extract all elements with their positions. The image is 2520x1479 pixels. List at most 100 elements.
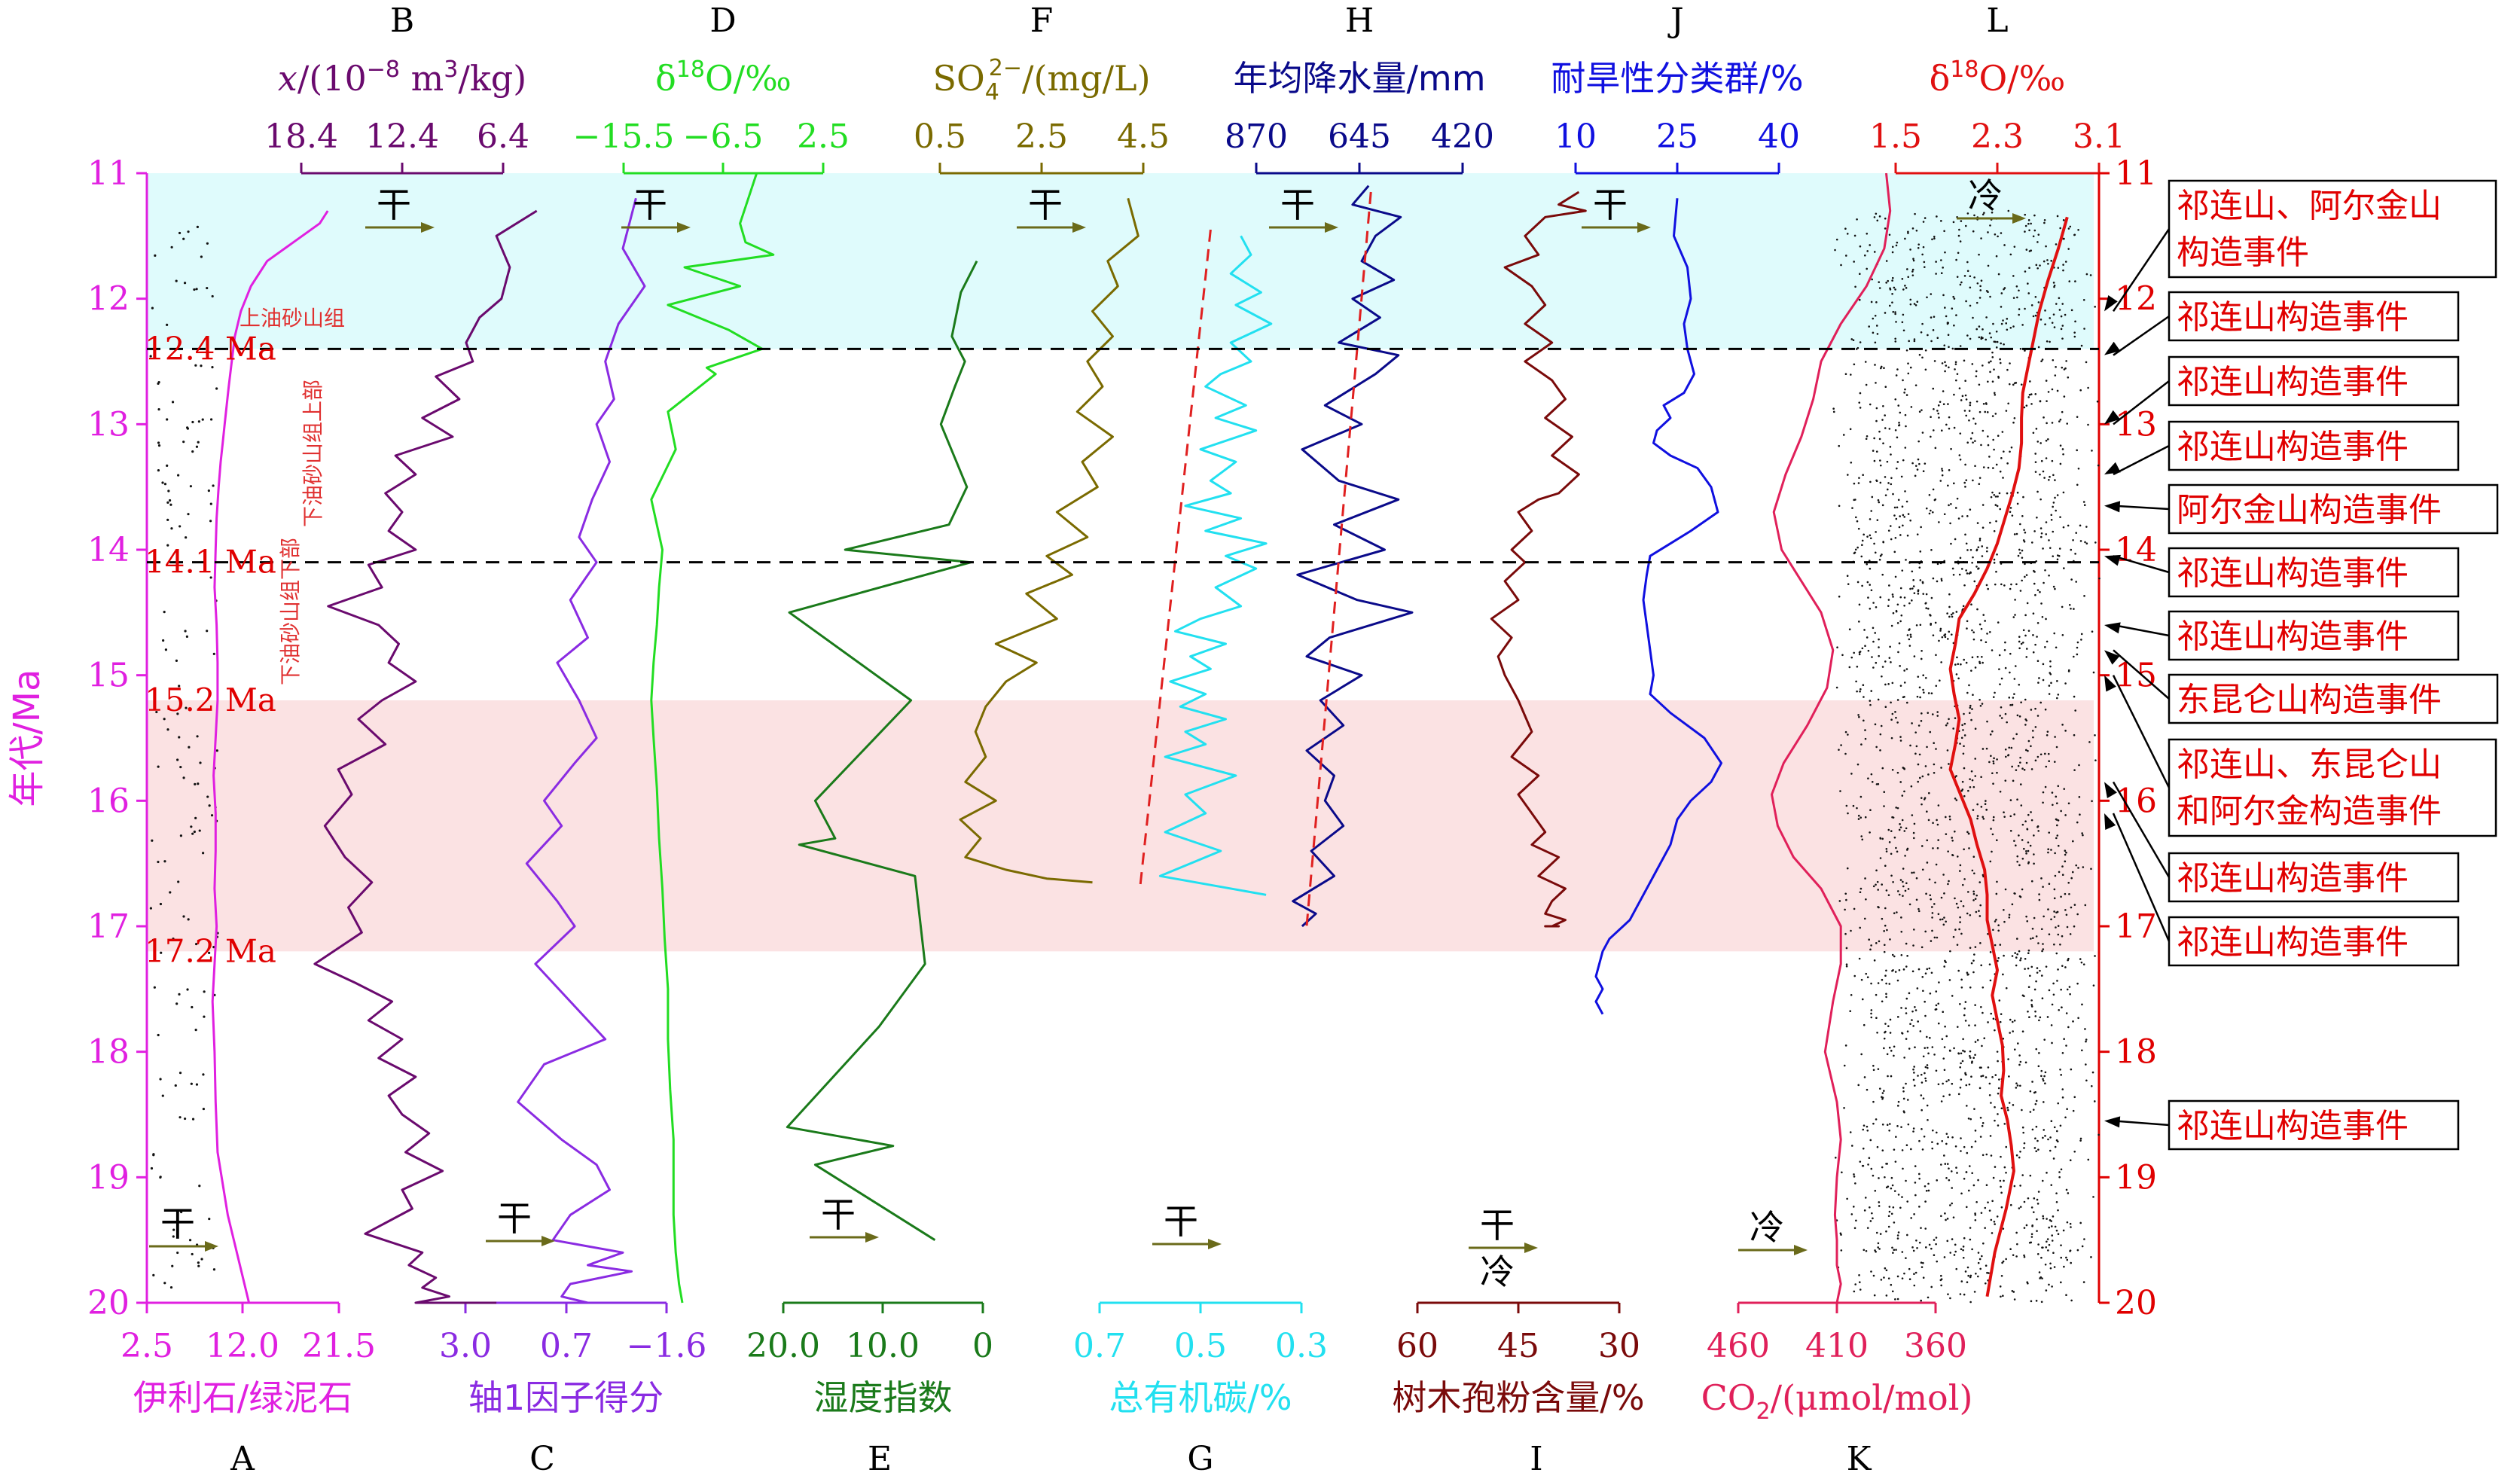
event-label: 祁连山、东昆仑山 (2177, 746, 2442, 784)
scatter-point-l (2057, 844, 2060, 847)
scatter-point-l (1899, 685, 1902, 687)
scatter-point-l (2019, 756, 2021, 759)
scatter-point-l (1933, 903, 1936, 905)
scatter-point-l (2050, 1220, 2052, 1222)
scatter-point-l (2008, 916, 2011, 919)
scatter-point-l (1896, 461, 1899, 463)
scatter-point-l (2070, 1068, 2073, 1071)
scatter-point-l (1878, 559, 1881, 561)
scatter-point-l (1947, 850, 1949, 852)
scatter-point-l (2087, 1158, 2090, 1161)
scatter-point-l (2052, 993, 2055, 996)
scatter-point-l (2024, 724, 2027, 726)
scatter-point-l (1937, 839, 1939, 841)
scatter-point-l (1960, 1280, 1963, 1282)
scatter-point-l (1932, 577, 1935, 580)
scatter-point-l (1962, 729, 1964, 731)
scatter-point-l (1992, 760, 1995, 763)
scatter-point-l (1932, 429, 1935, 432)
scatter-point-l (2035, 1150, 2038, 1153)
scatter-point-l (1874, 364, 1876, 366)
scatter-point-l (1936, 823, 1939, 826)
scatter-point-l (1982, 1075, 1985, 1077)
cold-marker-top: 冷 (1957, 175, 2026, 224)
scatter-point-l (2072, 1020, 2074, 1023)
scatter-point-l (1978, 1258, 1982, 1261)
scatter-point-l (2044, 1082, 2046, 1085)
scatter-point-l (2009, 671, 2011, 674)
scatter-point-l (2063, 395, 2066, 398)
scatter-point-l (2027, 282, 2029, 285)
scatter-point-l (2085, 542, 2088, 545)
scatter-point-l (2064, 892, 2067, 895)
scatter-point-l (2057, 819, 2060, 822)
scatter-point-l (2045, 457, 2048, 459)
series-line-I (1490, 191, 1587, 928)
scatter-point-l (2021, 1174, 2024, 1176)
scatter-point-l (2050, 519, 2053, 521)
event-arrow-head (2104, 462, 2121, 474)
event-arrow-shaft (2113, 444, 2170, 476)
scatter-point-l (1946, 612, 1948, 614)
scatter-point-l (1924, 217, 1927, 219)
scatter-point-l (1961, 724, 1963, 727)
scatter-point-l (2042, 679, 2045, 682)
scatter-point-l (1893, 1190, 1896, 1192)
scatter-point-l (2002, 477, 2004, 479)
scatter-point-l (2070, 906, 2073, 909)
scatter-point-l (2042, 791, 2045, 794)
scatter-point-l (1982, 526, 1985, 529)
scatter-point-l (2049, 672, 2052, 674)
panel-letter-J: J (1667, 2, 1684, 40)
scatter-point-l (1952, 573, 1955, 576)
scatter-point-l (1921, 803, 1923, 806)
scatter-point-l (2070, 1299, 2073, 1302)
axis-title-D: δ18O/‰ (655, 56, 792, 99)
scatter-point-l (2042, 886, 2044, 888)
scatter-point-l (1921, 581, 1924, 584)
scatter-point-l (1920, 797, 1923, 799)
scatter-point-l (1891, 279, 1893, 282)
scatter-point-l (1894, 428, 1897, 432)
scatter-point-l (2043, 477, 2046, 479)
scatter-point-l (1897, 1100, 1900, 1103)
scatter-point-l (1869, 480, 1872, 483)
scatter-point-l (2016, 296, 2018, 299)
scatter-point-l (1895, 244, 1898, 247)
scatter-point-l (1873, 959, 1876, 962)
scatter-point-l (2057, 267, 2060, 269)
scatter-point-l (1870, 1167, 1873, 1170)
scatter-point-l (2018, 548, 2021, 551)
scatter-point-l (2021, 1126, 2024, 1129)
scatter-point-l (1901, 794, 1904, 797)
scatter-point-l (1899, 1206, 1902, 1209)
scatter-point-a (163, 1282, 166, 1285)
scatter-point-l (2052, 1215, 2055, 1218)
scatter-point-l (1920, 526, 1922, 529)
scatter-point-l (2026, 828, 2029, 831)
scatter-point-l (1918, 566, 1921, 569)
scatter-point-l (2046, 1238, 2049, 1240)
scatter-point-l (2005, 322, 2008, 325)
scatter-point-l (1875, 942, 1878, 944)
event-label: 阿尔金山构造事件 (2177, 491, 2442, 529)
scatter-point-l (1995, 346, 1998, 349)
scatter-point-l (2020, 642, 2023, 645)
scatter-point-l (1966, 971, 1969, 974)
scatter-point-l (1917, 780, 1919, 783)
scatter-point-l (1835, 1156, 1837, 1159)
scatter-point-l (2054, 587, 2056, 590)
scatter-point-l (2024, 575, 2026, 578)
scatter-point-l (2030, 541, 2033, 544)
scatter-point-l (1845, 898, 1847, 901)
panel-letter-I: I (1530, 1440, 1542, 1478)
scatter-point-l (1917, 440, 1920, 443)
scatter-point-l (1966, 270, 1969, 273)
scatter-point-l (1892, 611, 1895, 614)
scatter-point-l (2015, 1255, 2018, 1258)
scatter-point-l (2036, 971, 2039, 974)
scatter-point-l (2015, 1087, 2018, 1089)
scatter-point-l (1990, 360, 1992, 363)
scatter-point-l (1850, 656, 1853, 659)
scatter-point-l (1949, 1252, 1952, 1254)
